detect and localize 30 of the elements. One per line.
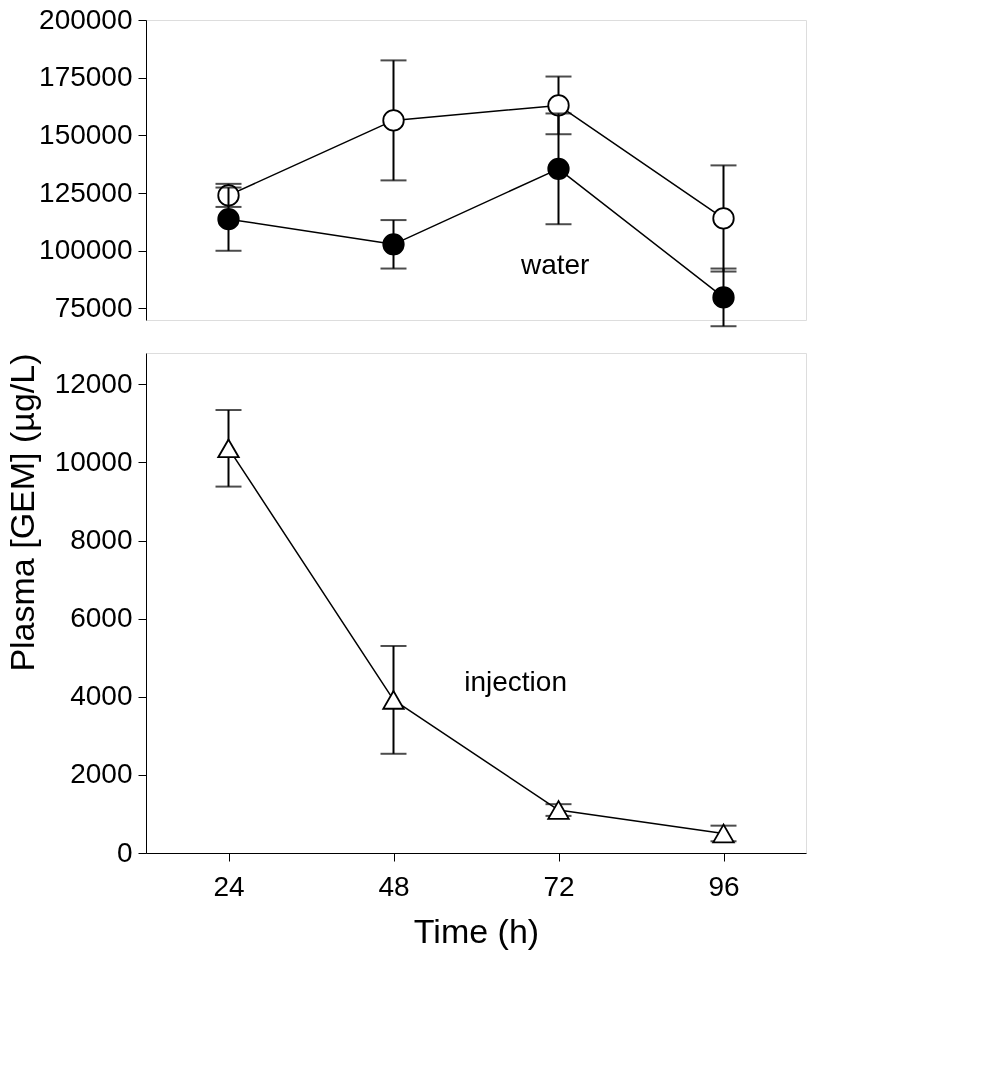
y-tick-label: 4000 bbox=[70, 680, 133, 712]
y-tick-label: 0 bbox=[116, 836, 133, 868]
point bbox=[547, 157, 570, 180]
x-tick-label: 24 bbox=[213, 870, 245, 902]
y-tick-label: 2000 bbox=[70, 758, 133, 790]
y-tick-label: 10000 bbox=[54, 445, 133, 477]
y-tick-label: 200000 bbox=[39, 3, 133, 35]
y-tick-label: 8000 bbox=[70, 524, 133, 555]
point bbox=[382, 109, 405, 132]
annotation: water bbox=[519, 249, 590, 280]
point bbox=[382, 233, 405, 256]
point bbox=[217, 438, 240, 459]
y-tick-label: 125000 bbox=[39, 176, 133, 208]
annotation: injection bbox=[464, 666, 567, 697]
y-tick-label: 175000 bbox=[39, 61, 133, 93]
x-tick-label: 72 bbox=[543, 870, 575, 902]
point bbox=[217, 208, 240, 231]
y-tick-label: 75000 bbox=[54, 291, 133, 323]
point bbox=[382, 690, 405, 710]
x-tick-label: 96 bbox=[708, 870, 740, 902]
y-axis-title: Plasma [GEM] (µg/L) bbox=[2, 353, 41, 672]
point bbox=[712, 286, 735, 309]
x-tick-label: 48 bbox=[378, 870, 410, 902]
point bbox=[712, 207, 735, 230]
y-tick-label: 150000 bbox=[39, 118, 133, 150]
y-tick-label: 12000 bbox=[54, 367, 133, 399]
y-tick-label: 6000 bbox=[70, 602, 133, 634]
y-tick-label: 100000 bbox=[39, 234, 133, 266]
x-axis-title: Time (h) bbox=[413, 911, 540, 950]
point bbox=[547, 94, 570, 117]
